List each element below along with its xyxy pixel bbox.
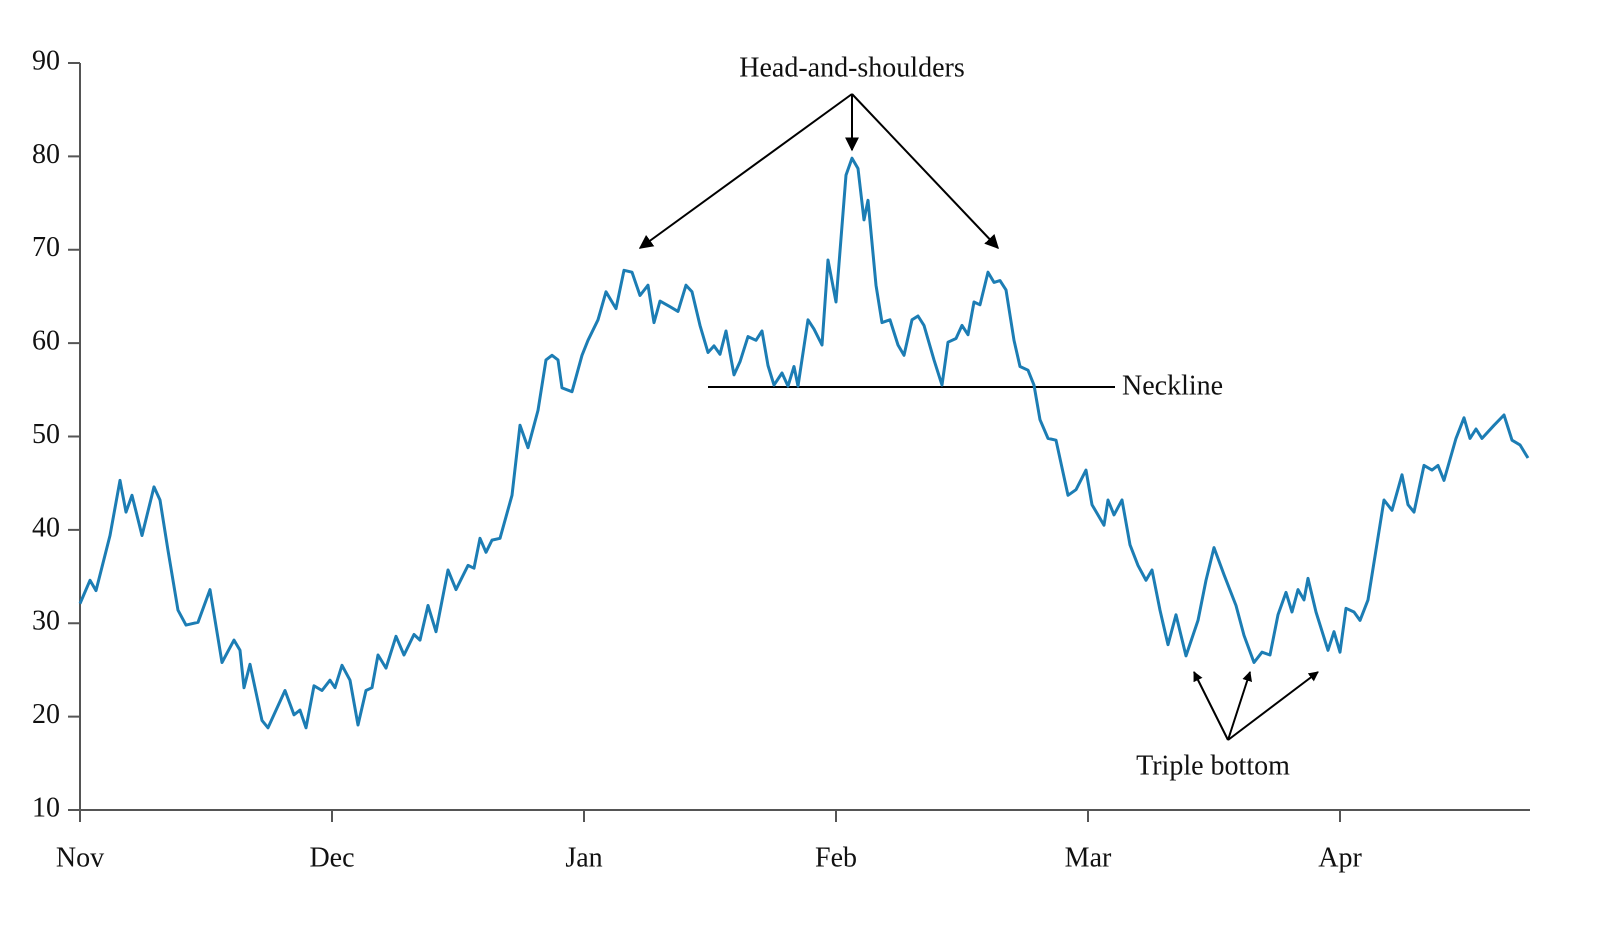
y-tick-label: 40 [32, 512, 60, 543]
price-line [78, 156, 1530, 730]
y-tick-label: 90 [32, 45, 60, 76]
x-tick-label: Feb [815, 842, 857, 873]
y-tick-label: 80 [32, 139, 60, 170]
y-tick-label: 60 [32, 326, 60, 357]
x-tick-label: Jan [565, 842, 602, 873]
x-tick-label: Mar [1065, 842, 1112, 873]
annotation: Head-and-shoulders [739, 52, 964, 83]
annotation-arrow [638, 93, 853, 249]
x-tick-label: Apr [1318, 842, 1362, 873]
annotation-arrow [1193, 671, 1229, 741]
annotation-arrow [1227, 671, 1252, 741]
y-tick-label: 30 [32, 606, 60, 637]
y-tick-label: 70 [32, 232, 60, 263]
y-tick-label: 20 [32, 699, 60, 730]
annotation: Neckline [1122, 370, 1223, 401]
x-tick-label: Nov [56, 842, 104, 873]
y-tick-label: 50 [32, 419, 60, 450]
x-tick-label: Dec [309, 842, 354, 873]
annotation: Triple bottom [1136, 750, 1290, 781]
y-tick-label: 10 [32, 792, 60, 823]
annotation-arrow [851, 93, 999, 250]
annotation-arrow [1227, 671, 1319, 741]
